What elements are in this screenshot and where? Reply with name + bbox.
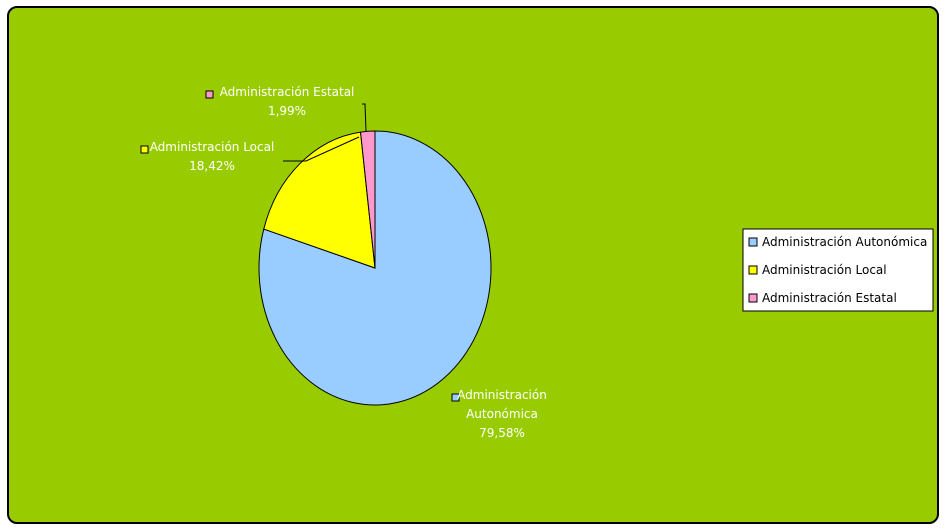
leader-line-administracion-local <box>283 136 360 162</box>
pie-slice-administracion-estatal <box>359 130 376 269</box>
leader-line-administracion-estatal <box>362 103 367 132</box>
legend-label-administracion-estatal: Administración Estatal <box>762 291 897 305</box>
data-label-administracion-autonomica-line-1: Administración <box>457 388 547 402</box>
legend: Administración Autonómica Administración … <box>742 228 934 312</box>
pie-slices <box>258 130 492 406</box>
legend-swatch-administracion-estatal <box>748 293 758 303</box>
data-label-administracion-local-line-1: Administración Local <box>150 140 275 154</box>
legend-box <box>742 228 934 312</box>
legend-swatch-administracion-local <box>748 265 758 275</box>
pie-slice-administracion-autonomica <box>258 130 492 406</box>
data-label-administracion-autonomica-line-2: Autonómica <box>466 407 538 421</box>
data-label-administracion-autonomica-line-3: 79,58% <box>479 426 525 440</box>
data-label-administracion-estatal-line-2: 1,99% <box>268 104 306 118</box>
data-label-administracion-local-line-2: 18,42% <box>189 159 235 173</box>
legend-swatch-administracion-autonomica <box>748 237 758 247</box>
data-labels: Administración Autonómica 79,58% Administra… <box>140 85 547 440</box>
data-label-key-administracion-local <box>140 145 149 154</box>
legend-label-administracion-autonomica: Administración Autonómica <box>762 235 927 249</box>
leader-lines <box>283 103 367 162</box>
pie-slice-administracion-local <box>263 131 376 269</box>
data-label-administracion-estatal-line-1: Administración Estatal <box>220 85 355 99</box>
data-label-key-administracion-autonomica <box>451 393 460 402</box>
legend-label-administracion-local: Administración Local <box>762 263 887 277</box>
data-label-key-administracion-estatal <box>205 90 214 99</box>
